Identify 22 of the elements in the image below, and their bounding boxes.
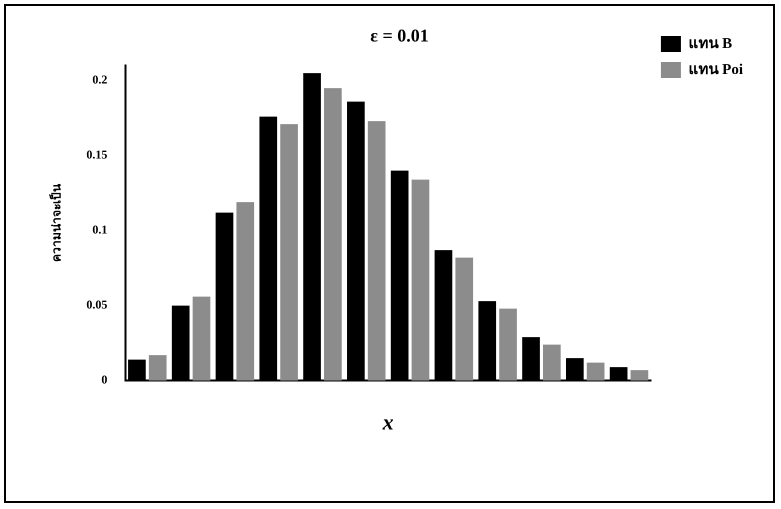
y-tick-label: 0.05 [86,298,108,312]
bar [236,202,254,381]
y-tick-label: 0 [101,372,108,387]
y-tick-label: 0.2 [92,72,108,87]
bar [586,362,604,381]
bar [542,344,561,381]
bar [368,121,386,381]
y-tick-label: 0.1 [92,222,108,237]
bar [412,180,430,381]
chart-title: ε = 0.01 [370,25,429,46]
legend-label: แทน B [688,36,732,52]
bar [280,124,298,381]
bar [630,370,648,381]
bar [148,355,167,381]
y-tick-label: 0.15 [86,148,108,162]
bar [192,296,210,381]
bar [455,258,474,381]
legend-label: แทน Poi [688,62,744,78]
bar [499,308,517,381]
x-axis-title: x [382,409,394,434]
y-axis-title: ความน่าจะเป็น [48,183,64,262]
bar [324,88,342,381]
